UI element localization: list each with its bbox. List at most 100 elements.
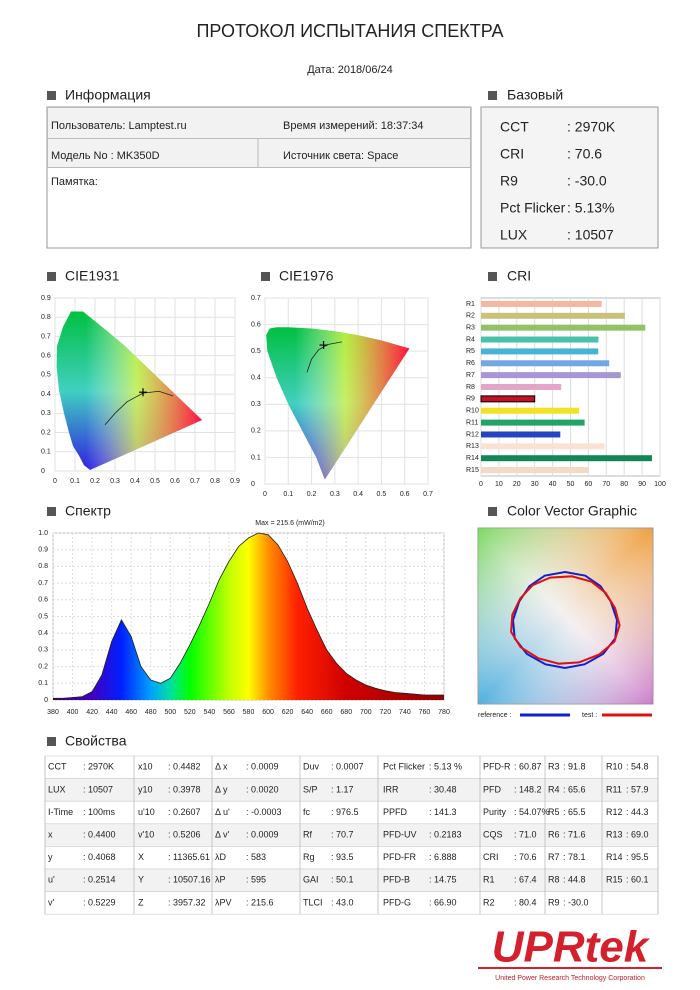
table-cell: Duv [303,762,320,772]
x-tick-label: 90 [638,481,646,488]
y-tick-label: 0.1 [251,454,261,461]
heading-marker [261,272,270,281]
info-time: Время измерений: 18:37:34 [283,120,424,132]
x-tick-label: 0.7 [190,478,200,485]
bar [481,431,561,438]
basic-value: : -30.0 [567,173,607,189]
table-cell: : 2970K [83,762,114,772]
table-cell: PFD-UV [383,829,417,839]
table-cell: : 0.4482 [168,762,201,772]
bar [480,395,536,403]
table-cell: : 14.75 [429,875,457,885]
x-tick-label: 0.7 [423,491,433,498]
x-tick-label: 460 [125,709,137,716]
y-tick-label: 0.2 [251,428,261,435]
x-tick-label: 540 [204,709,216,716]
x-tick-label: 30 [531,481,539,488]
basic-label: R9 [500,173,518,189]
table-cell: u'10 [138,807,155,817]
table-cell: : 71.0 [514,829,537,839]
table-cell: R5 [548,807,560,817]
info-source: Источник света: Space [283,150,398,162]
heading-marker [47,272,56,281]
table-cell: y10 [138,784,153,794]
table-cell: R7 [548,852,560,862]
y-tick-label: 0.7 [41,333,51,340]
x-tick-label: 740 [399,709,411,716]
y-tick-label: 0.3 [251,401,261,408]
table-cell: : 0.2607 [168,807,201,817]
y-tick-label: R13 [466,443,479,450]
section-heading: Спектр [65,503,111,519]
table-cell: Δ x [215,762,228,772]
table-cell: v'10 [138,829,154,839]
table-cell: : 1.17 [331,784,354,794]
table-cell: : 54.8 [626,762,649,772]
table-cell: I-Time [48,807,73,817]
bar [481,300,602,307]
x-tick-label: 560 [223,709,235,716]
table-cell: : 0.0007 [331,762,364,772]
table-cell: GAI [303,875,319,885]
table-cell: : 583 [246,852,266,862]
section-heading: Свойства [65,733,127,749]
x-tick-label: 0.3 [330,491,340,498]
table-cell: CQS [483,829,503,839]
x-tick-label: 500 [164,709,176,716]
basic-value: : 10507 [567,227,614,243]
table-cell: IRR [383,784,399,794]
bar [481,360,610,367]
table-cell: x10 [138,762,153,772]
table-cell: : 44.8 [563,875,586,885]
x-tick-label: 0.3 [110,478,120,485]
y-tick-label: 0 [251,481,255,488]
y-tick-label: R14 [466,455,479,462]
info-row [47,138,471,168]
table-cell: R8 [548,875,560,885]
table-cell: : 10507 [83,784,113,794]
vector-overlay [478,528,653,704]
table-cell: : 60.1 [626,875,649,885]
heading-marker [488,91,497,100]
table-cell: y [48,852,53,862]
section-heading: CRI [507,268,531,284]
table-cell: λPV [215,897,232,907]
table-cell: : 0.0009 [246,829,279,839]
y-tick-label: 0.6 [41,353,51,360]
x-tick-label: 600 [262,709,274,716]
y-tick-label: 0.9 [41,295,51,302]
y-tick-label: 0 [44,697,48,704]
table-cell: x [48,829,53,839]
table-cell: Pct Flicker [383,762,425,772]
legend-label: test : [582,712,597,719]
x-tick-label: 0.5 [150,478,160,485]
heading-marker [488,272,497,281]
x-tick-label: 0.1 [283,491,293,498]
logo: UPRtek [492,923,651,972]
table-cell: : 70.6 [514,852,537,862]
y-tick-label: R5 [466,348,475,355]
x-tick-label: 480 [145,709,157,716]
y-tick-label: R15 [466,467,479,474]
vector-polygon [510,575,621,665]
basic-label: LUX [500,227,528,243]
x-tick-label: 380 [47,709,59,716]
table-cell: R15 [606,875,623,885]
table-cell: : 141.3 [429,807,457,817]
x-tick-label: 0.2 [90,478,100,485]
basic-label: CCT [500,119,529,135]
x-tick-label: 0.5 [377,491,387,498]
legend-label: reference : [478,712,512,719]
heading-marker [47,737,56,746]
table-cell: LUX [48,784,66,794]
table-cell: : 80.4 [514,897,537,907]
y-tick-label: R8 [466,384,475,391]
table-cell: λD [215,852,227,862]
x-tick-label: 0 [263,491,267,498]
x-tick-label: 760 [419,709,431,716]
table-cell: R14 [606,852,623,862]
y-tick-label: 0.3 [41,410,51,417]
bar [481,312,625,319]
table-cell: R12 [606,807,623,817]
